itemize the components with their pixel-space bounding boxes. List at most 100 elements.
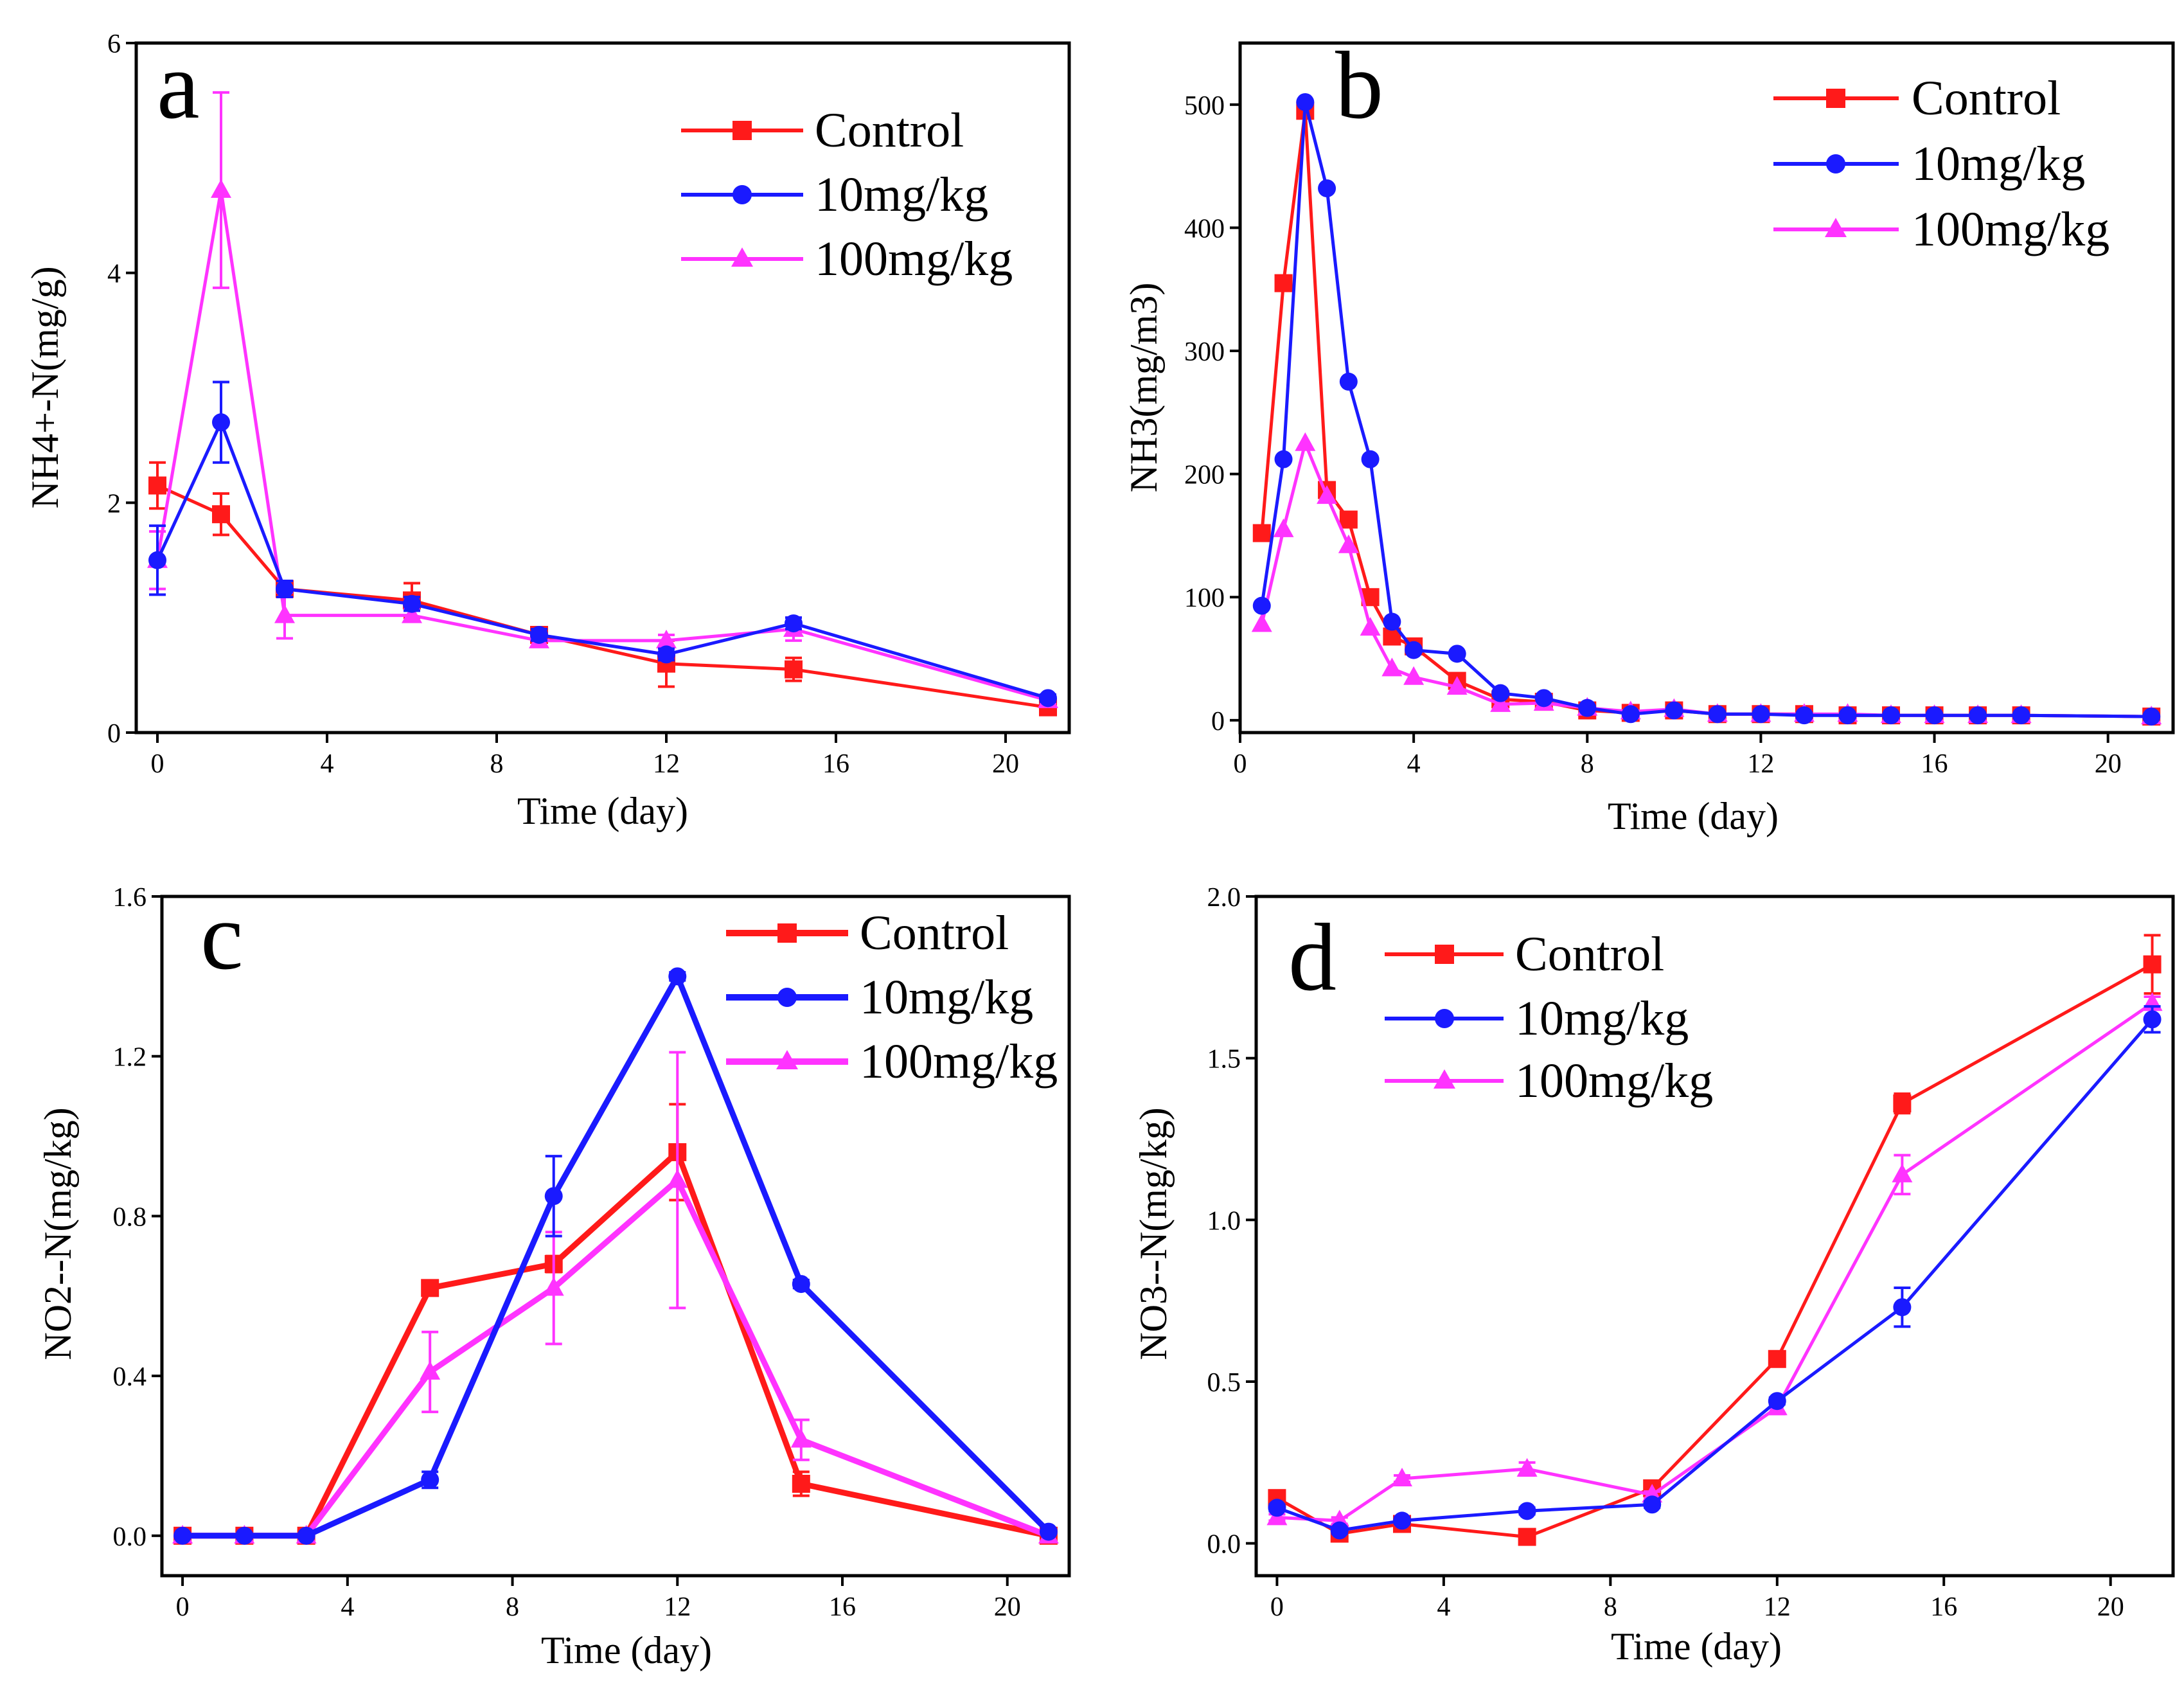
data-point — [1708, 705, 1727, 724]
x-tick-label: 8 — [1581, 749, 1594, 779]
panel-b: b Time (day) NH3(mg/m3) 0 4 8 12 16 200100200… — [1123, 32, 2175, 837]
data-point — [1448, 645, 1466, 663]
data-point — [1330, 1521, 1349, 1540]
y-tick-label: 1.6 — [113, 883, 147, 913]
legend-label-10mg: 10mg/kg — [1515, 992, 1689, 1046]
y-tick-label: 0.0 — [1207, 1530, 1241, 1560]
data-point — [1446, 676, 1468, 695]
panel-b-y-axis-label: NH3(mg/m3) — [1123, 283, 1165, 493]
data-point — [148, 476, 166, 495]
data-point — [1621, 705, 1640, 724]
panel-d-letter: d — [1288, 904, 1336, 1011]
data-point — [2143, 955, 2162, 974]
data-point — [1039, 689, 1057, 708]
data-point — [1534, 689, 1553, 708]
data-point — [1360, 617, 1381, 636]
x-tick-label: 0 — [1270, 1592, 1284, 1622]
data-point — [235, 1526, 254, 1545]
y-tick-label: 0.5 — [1207, 1368, 1241, 1398]
data-point — [667, 1169, 688, 1188]
y-tick-label: 6 — [107, 30, 121, 59]
y-tick-label: 0 — [1211, 707, 1225, 736]
data-point — [1490, 693, 1511, 712]
legend-label-10mg: 10mg/kg — [860, 970, 1033, 1024]
x-tick-label: 0 — [1234, 749, 1247, 779]
data-point — [1251, 613, 1272, 632]
x-tick-label: 16 — [1930, 1592, 1957, 1622]
panel-d-legend: Control 10mg/kg 100mg/kg — [1385, 927, 1713, 1108]
legend-label-100mg: 100mg/kg — [1515, 1054, 1713, 1108]
data-point — [421, 1279, 439, 1297]
panel-c-y-axis-label: NO2--N(mg/kg) — [37, 1107, 79, 1360]
data-point — [274, 604, 295, 623]
data-point — [1361, 450, 1380, 468]
panel-a-frame — [134, 41, 1071, 735]
data-point — [1893, 1298, 1912, 1317]
data-point — [792, 1275, 810, 1294]
legend-label-control: Control — [1912, 71, 2061, 125]
x-tick-label: 12 — [1764, 1592, 1791, 1622]
legend-marker-control — [1435, 945, 1454, 964]
data-point — [1392, 1468, 1413, 1486]
legend-marker-control — [1826, 89, 1845, 108]
x-tick-label: 20 — [2095, 749, 2122, 779]
legend-label-control: Control — [815, 103, 964, 157]
data-point — [1838, 706, 1857, 725]
data-point — [668, 967, 687, 986]
legend-marker-10mg — [732, 185, 752, 204]
panel-d-y-axis-label: NO3--N(mg/kg) — [1132, 1107, 1175, 1360]
data-point — [403, 594, 421, 613]
data-point — [1491, 684, 1510, 702]
data-point — [1518, 1502, 1536, 1520]
legend-label-10mg: 10mg/kg — [1912, 137, 2085, 191]
x-tick-label: 12 — [653, 749, 680, 779]
data-point — [1339, 372, 1358, 391]
series-line-low — [182, 973, 1051, 1539]
x-tick-label: 20 — [2097, 1592, 2124, 1622]
panel-d-frame — [1254, 895, 2175, 1578]
data-point — [173, 1526, 192, 1545]
x-tick-label: 16 — [1921, 749, 1948, 779]
y-tick-label: 0.0 — [113, 1522, 147, 1552]
legend-label-100mg: 100mg/kg — [815, 232, 1013, 286]
data-point — [1518, 1527, 1536, 1546]
data-point — [2143, 1010, 2162, 1029]
data-point — [544, 1187, 563, 1206]
panel-d-plot-area: 0 4 8 12 16 20 0.0 0.5 1.0 1.5 2.0 — [1207, 883, 2163, 1622]
series-line-control — [1276, 963, 2153, 1539]
x-tick-label: 12 — [664, 1592, 691, 1622]
data-point — [2012, 706, 2030, 725]
y-tick-label: 300 — [1184, 337, 1225, 367]
panel-d: d Time (day) NO3--N(mg/kg) 0 4 8 12 16 200.00… — [1132, 883, 2175, 1668]
data-point — [1295, 432, 1316, 451]
legend-marker-100mg — [776, 1050, 798, 1069]
data-point — [1268, 1499, 1286, 1517]
panel-c-x-axis-label: Time (day) — [541, 1629, 712, 1671]
data-point — [543, 1277, 564, 1296]
data-point — [790, 1429, 812, 1448]
data-point — [1768, 1349, 1786, 1368]
legend-label-control: Control — [860, 906, 1009, 960]
data-point — [785, 614, 803, 633]
data-point — [785, 660, 803, 679]
data-point — [1893, 1094, 1912, 1113]
data-point — [792, 1474, 810, 1493]
panel-b-frame — [1238, 41, 2175, 735]
x-tick-label: 4 — [321, 749, 334, 779]
data-point — [1892, 1163, 1913, 1182]
y-tick-label: 500 — [1184, 91, 1225, 121]
legend-label-100mg: 100mg/kg — [860, 1035, 1058, 1089]
panel-a-legend: Control 10mg/kg 100mg/kg — [681, 103, 1013, 286]
legend-label-100mg: 100mg/kg — [1912, 202, 2109, 256]
y-tick-label: 100 — [1184, 583, 1225, 613]
data-point — [1381, 657, 1403, 677]
data-point — [421, 1470, 439, 1489]
y-tick-label: 200 — [1184, 461, 1225, 490]
x-tick-label: 0 — [176, 1592, 190, 1622]
data-point — [1318, 179, 1336, 198]
data-point — [212, 505, 230, 524]
y-tick-label: 0.4 — [113, 1362, 147, 1392]
data-point — [1252, 596, 1271, 615]
